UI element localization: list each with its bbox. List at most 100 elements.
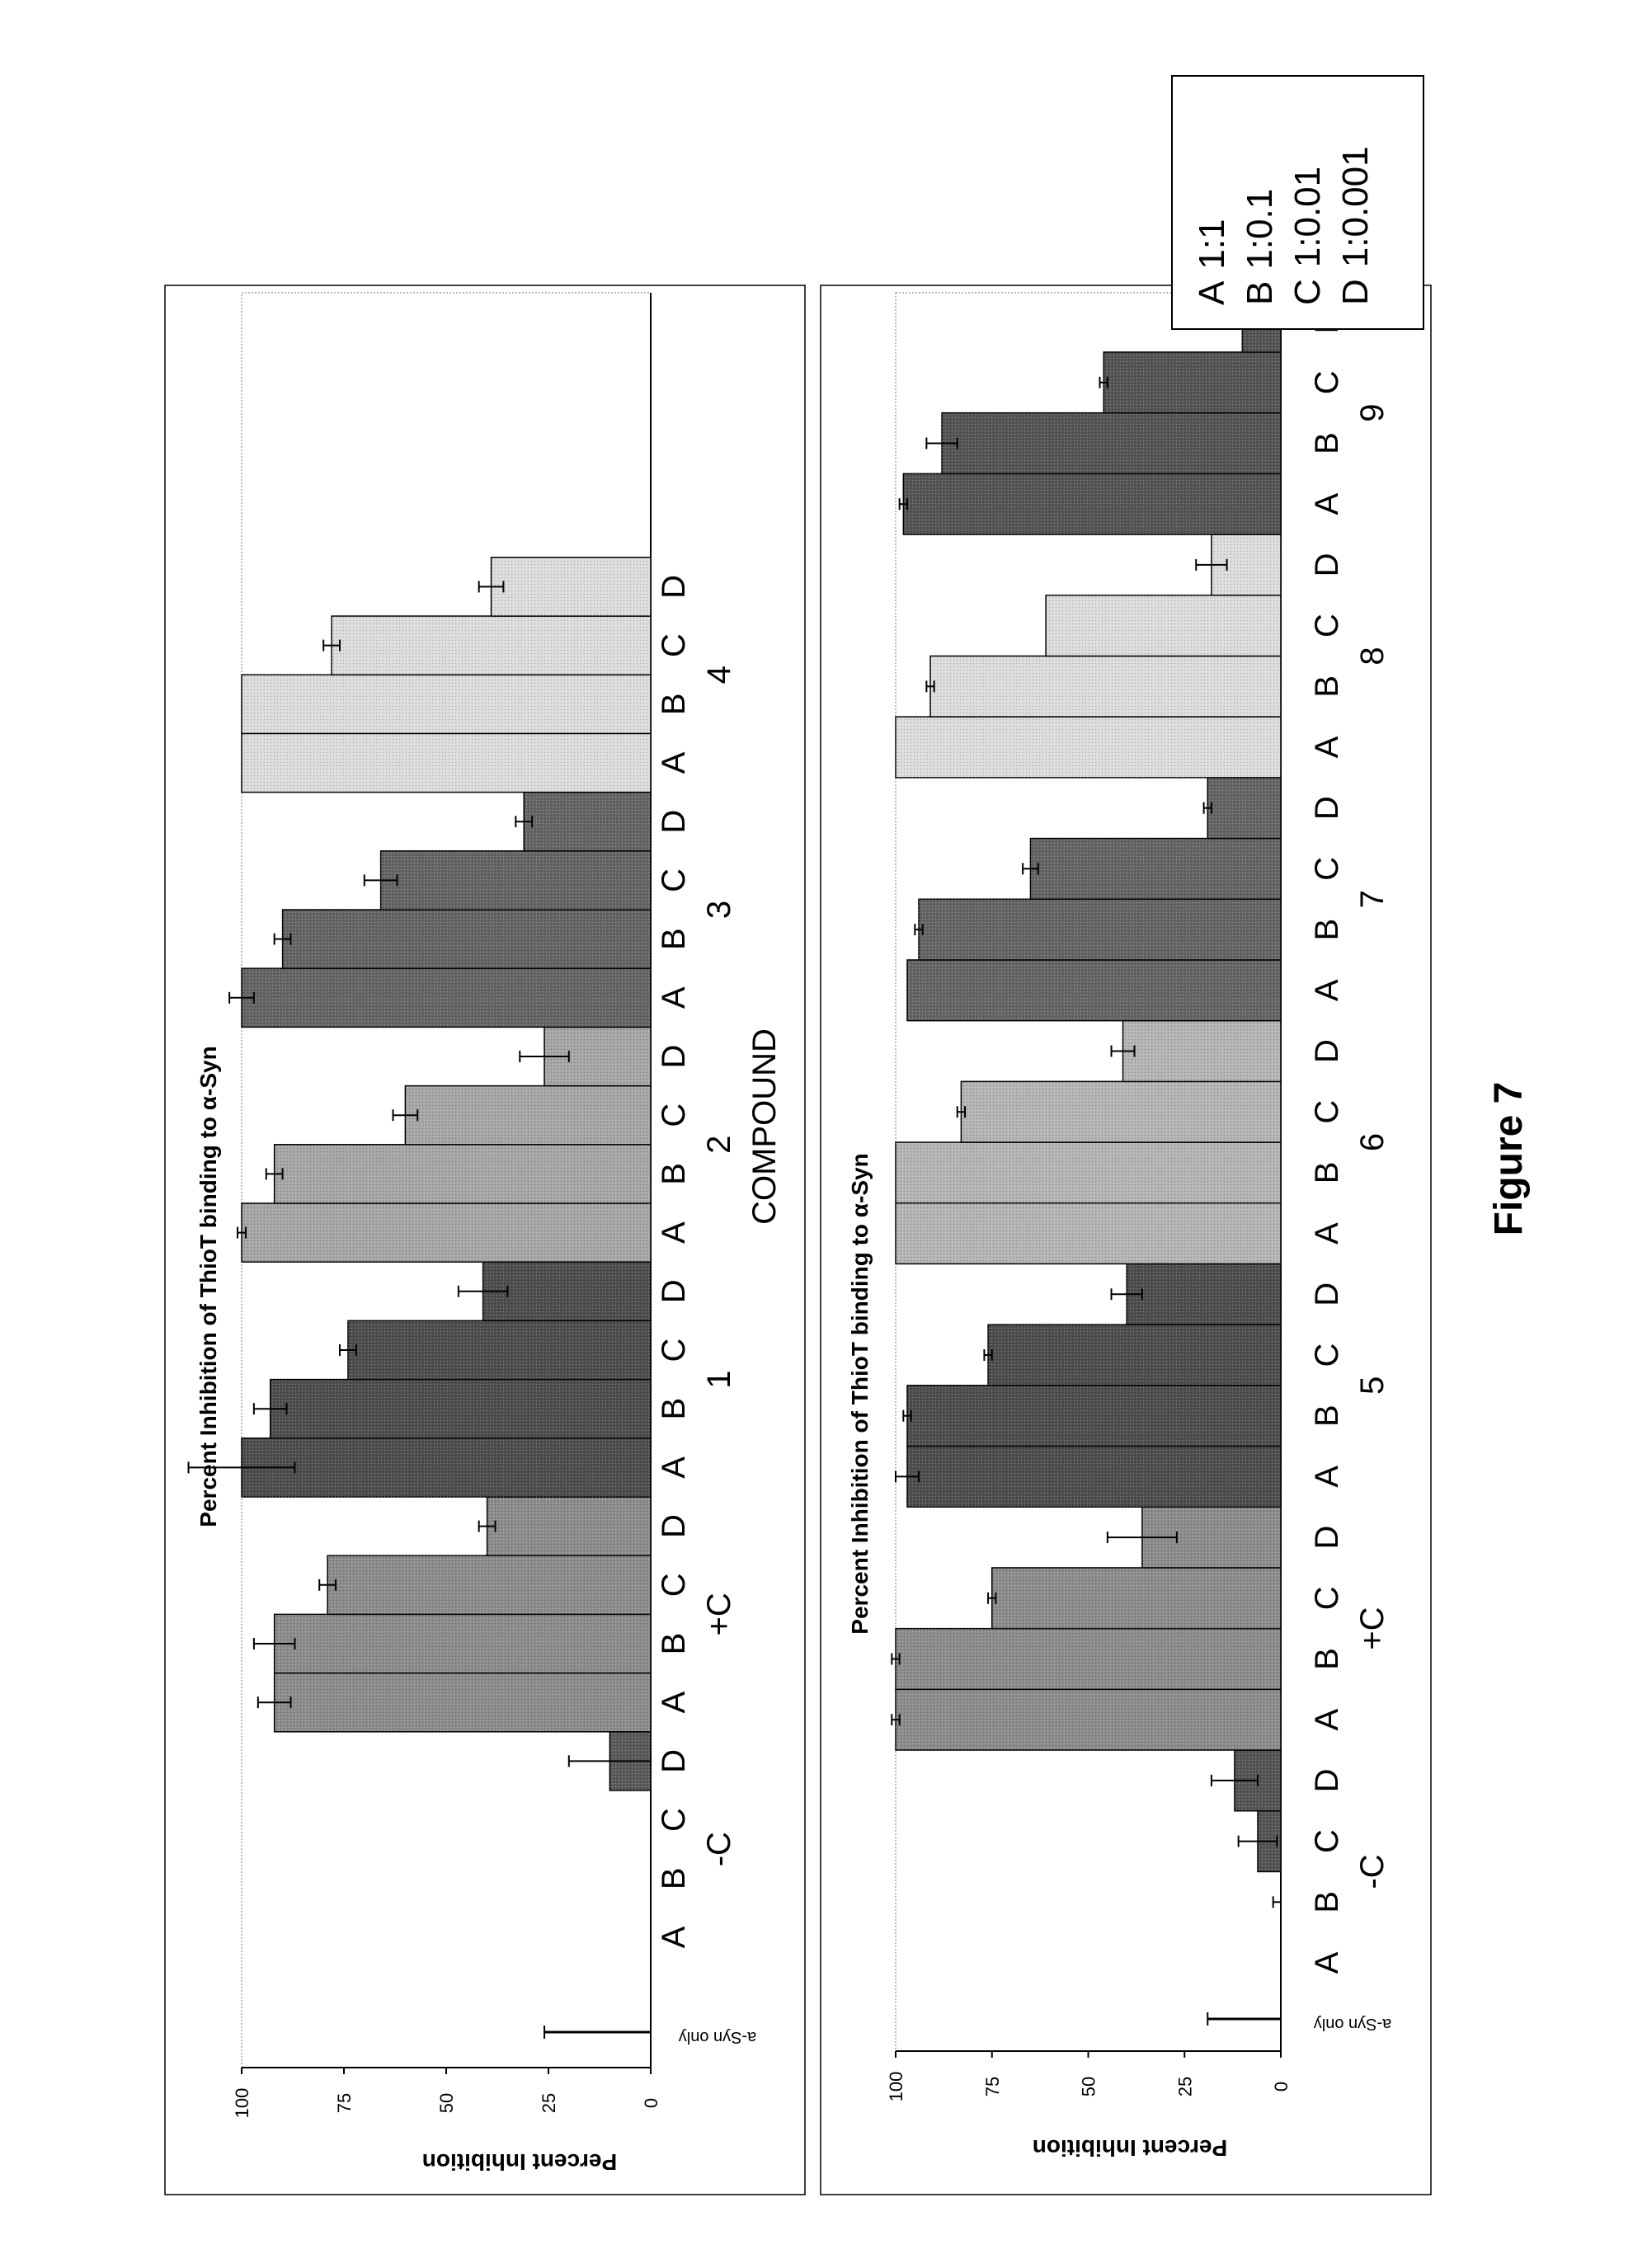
bar-texture: [907, 1446, 1281, 1508]
category-label: D: [656, 1749, 692, 1773]
legend-box: [1171, 75, 1424, 330]
category-label: A: [656, 751, 692, 774]
category-label: A: [1309, 493, 1345, 515]
bar-texture: [482, 1262, 651, 1321]
category-label: C: [656, 633, 692, 657]
category-label: C: [1309, 1586, 1345, 1610]
group-label: 6: [1354, 1133, 1391, 1151]
category-label: C: [1309, 370, 1345, 394]
bar-texture: [491, 557, 651, 616]
category-label: B: [656, 1867, 692, 1889]
bar-texture: [919, 899, 1281, 960]
group-label: 1: [701, 1370, 737, 1388]
category-label: C: [1309, 857, 1345, 881]
category-label: C: [656, 868, 692, 892]
category-label: A: [656, 1221, 692, 1244]
legend-entry-c: C1:0.01: [1287, 167, 1328, 305]
group-label: 4: [701, 666, 737, 684]
category-label: B: [656, 1633, 692, 1655]
bar-texture: [242, 675, 651, 734]
group-label: 7: [1354, 890, 1391, 908]
bar-texture: [961, 1081, 1281, 1143]
value-tick-label: 25: [1174, 2077, 1195, 2096]
bar-texture: [1122, 1020, 1281, 1082]
category-label: C: [1309, 1100, 1345, 1124]
category-label: D: [1309, 1039, 1345, 1063]
group-label: +C: [1354, 1607, 1391, 1650]
value-tick-label: 100: [886, 2072, 906, 2102]
bar-texture: [942, 412, 1281, 474]
bar-texture: [242, 968, 651, 1028]
group-label: 8: [1354, 647, 1391, 665]
chart-2: 0 25 50 75 100 a-Syn only A B C D -C A B C D +C A B C D 5 A B C…: [886, 290, 1392, 2102]
value-tick-label: 75: [982, 2077, 1003, 2096]
bar-texture: [347, 1320, 651, 1380]
value-tick-label: 0: [1271, 2082, 1292, 2092]
chart-1-title: Percent Inhibition of ThioT binding to α…: [195, 1046, 221, 1527]
bar-texture: [242, 1437, 651, 1497]
bar-texture: [1207, 777, 1281, 839]
bar-texture: [332, 616, 651, 675]
category-label: A: [1309, 736, 1345, 758]
legend-entry-a: A1:1: [1192, 219, 1232, 305]
bar-texture: [930, 656, 1281, 718]
chart-1: 0 25 50 75 100 a-Syn only A B C D -C A B C D +C A B C D 1 A B C…: [187, 292, 757, 2118]
bar-texture: [242, 1203, 651, 1263]
category-label: D: [1309, 1768, 1345, 1792]
category-label: D: [1309, 1526, 1345, 1550]
chart-1-ylabel: Percent Inhibition: [422, 2149, 617, 2175]
category-label: C: [656, 1573, 692, 1597]
chart-2-ylabel: Percent Inhibition: [1033, 2135, 1227, 2161]
bar-texture: [380, 850, 651, 910]
bar-texture: [907, 959, 1281, 1021]
bar-texture: [988, 1325, 1281, 1386]
bar-texture: [896, 1689, 1281, 1751]
chart-1-frame: [164, 285, 806, 2195]
bar-texture: [270, 1379, 651, 1438]
category-label: B: [656, 693, 692, 715]
legend-entry-d: D1:0.001: [1335, 146, 1376, 305]
group-label: 3: [701, 901, 737, 919]
bar-texture: [524, 792, 651, 851]
category-label: C: [656, 1808, 692, 1832]
category-label: B: [656, 1398, 692, 1420]
category-label: D: [656, 810, 692, 834]
category-label: D: [656, 1279, 692, 1303]
control-label: a-Syn only: [1314, 2015, 1392, 2033]
group-label: 5: [1354, 1376, 1391, 1395]
category-label: C: [1309, 1343, 1345, 1367]
bar-texture: [896, 717, 1281, 778]
bar-texture: [327, 1555, 651, 1615]
group-label: 2: [701, 1136, 737, 1154]
category-label: D: [1309, 1282, 1345, 1306]
bar-texture: [274, 1614, 651, 1673]
bar-texture: [1030, 838, 1281, 900]
category-label: B: [1309, 919, 1345, 941]
bar-texture: [282, 910, 651, 969]
legend: A1:1 B1:0.1 C1:0.01 D1:0.001: [1171, 75, 1424, 330]
bar-texture: [1103, 351, 1281, 413]
category-label: A: [1309, 1709, 1345, 1731]
category-label: A: [1309, 1466, 1345, 1488]
group-label: -C: [701, 1832, 737, 1866]
bar-texture: [907, 1385, 1281, 1447]
chart-2-title: Percent Inhibition of ThioT binding to α…: [847, 1153, 873, 1634]
bar-texture: [896, 1628, 1281, 1690]
category-label: A: [656, 986, 692, 1009]
category-label: B: [1309, 1162, 1345, 1184]
bar-texture: [1046, 595, 1281, 656]
bar-texture: [274, 1144, 651, 1203]
category-label: A: [1309, 1222, 1345, 1245]
chart-2-frame: [820, 285, 1432, 2195]
category-label: D: [656, 575, 692, 599]
category-label: B: [1309, 1891, 1345, 1913]
figure-label: Figure 7: [1487, 1082, 1531, 1236]
bar-texture: [274, 1673, 651, 1732]
bar-texture: [242, 733, 651, 793]
control-label: a-Syn only: [679, 2028, 757, 2046]
bar-texture: [903, 473, 1281, 535]
category-label: C: [656, 1103, 692, 1127]
category-label: C: [656, 1339, 692, 1362]
category-label: A: [1309, 1951, 1345, 1974]
value-tick-label: 25: [539, 2093, 559, 2113]
